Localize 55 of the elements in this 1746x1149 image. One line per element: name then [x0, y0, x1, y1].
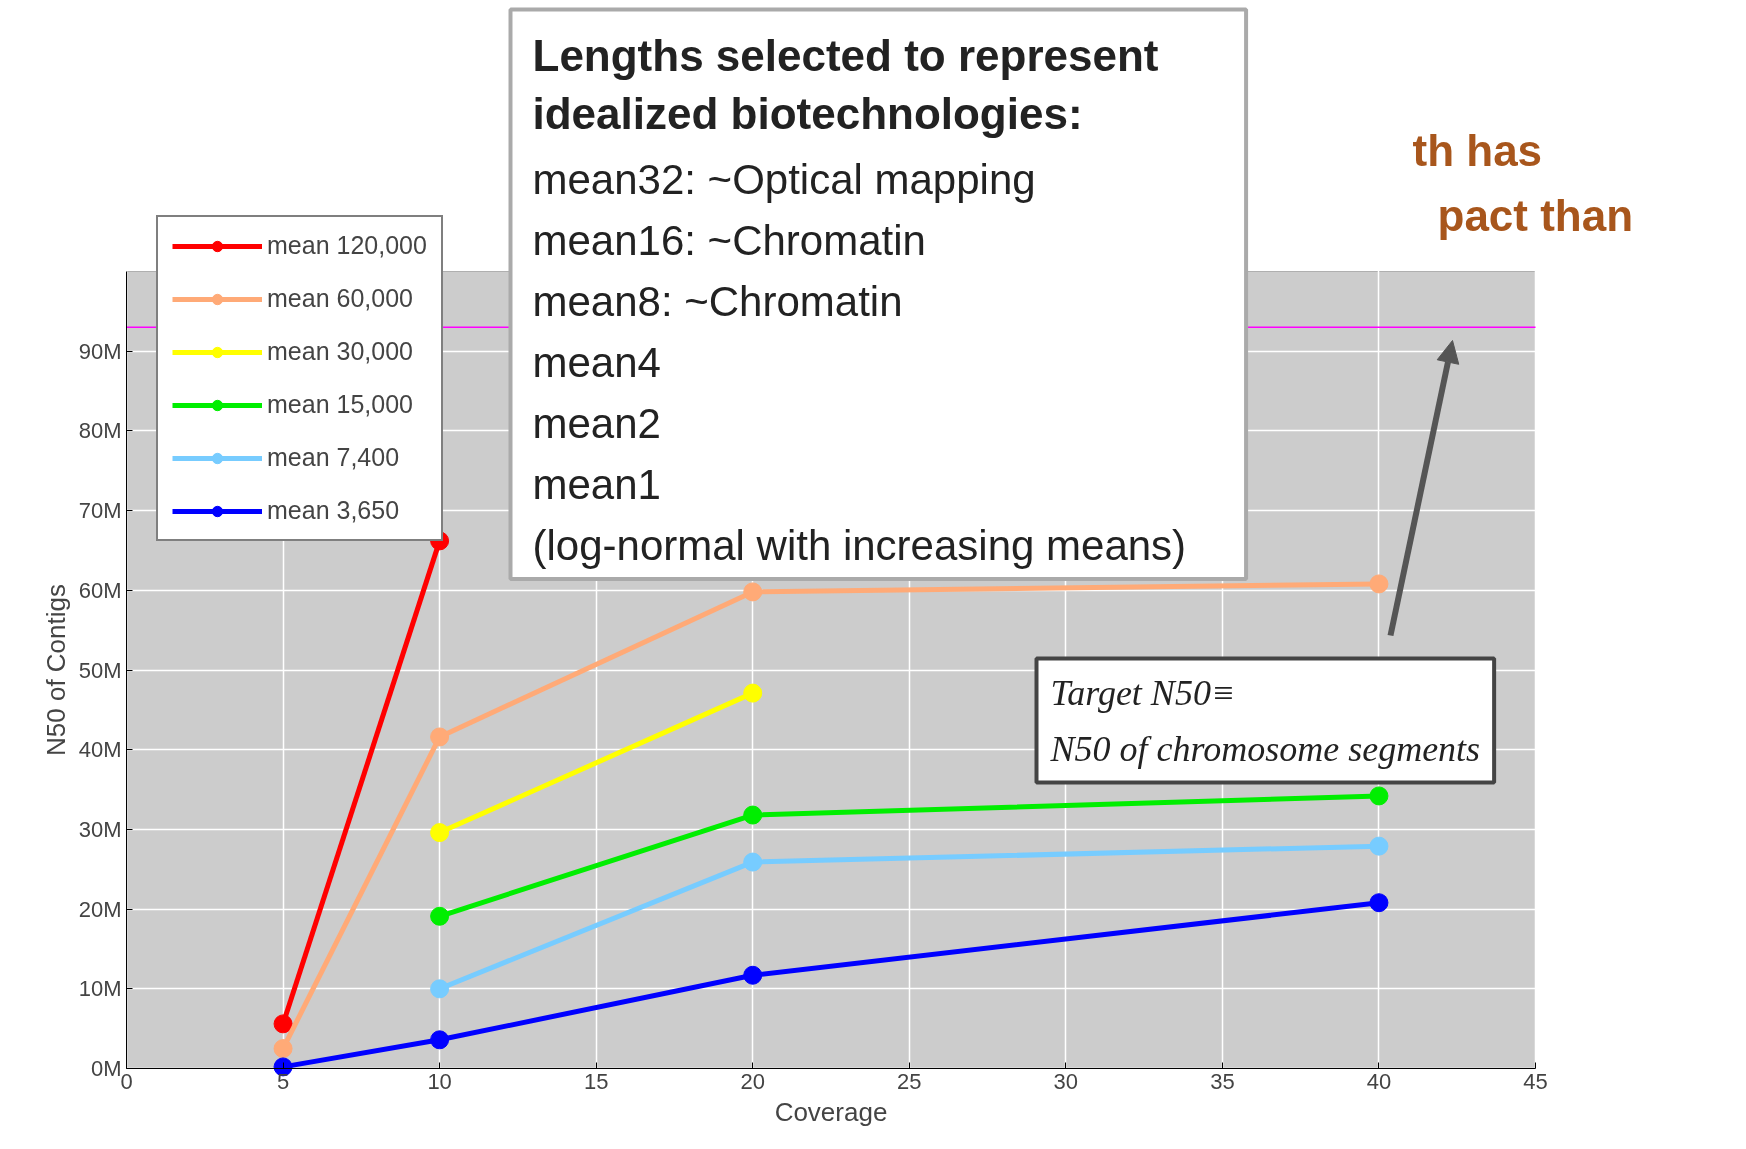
- y-tick-label: 30M: [78, 816, 122, 842]
- point: [430, 979, 450, 999]
- y-tick-label: 60M: [78, 577, 122, 603]
- annotation: mean8: ~Chromatin: [532, 277, 903, 325]
- x-tick-label: 25: [897, 1068, 922, 1094]
- point: [743, 852, 763, 872]
- x-tick-label: 40: [1366, 1068, 1392, 1094]
- annotation: mean4: [532, 338, 661, 386]
- legend-label: mean 30,000: [267, 337, 413, 366]
- point: [1369, 893, 1389, 913]
- point: [1369, 574, 1389, 594]
- x-tick-label: 35: [1210, 1068, 1235, 1094]
- point: [430, 727, 450, 747]
- text: pact than: [1437, 191, 1634, 240]
- point: [430, 823, 450, 843]
- text: mean16: ~Chromatin: [532, 216, 926, 264]
- y-tick-label: 90M: [78, 338, 122, 364]
- text: th has: [1412, 126, 1543, 175]
- y-tick-label: 10M: [78, 976, 122, 1002]
- point: [1369, 836, 1389, 856]
- point: [743, 805, 763, 825]
- annotation: mean1: [532, 461, 661, 508]
- legend-label: mean 60,000: [267, 284, 413, 313]
- legend-label: mean 15,000: [267, 390, 413, 419]
- annotation: mean2: [532, 399, 661, 447]
- x-tick-label: 5: [276, 1068, 290, 1094]
- legend-label: mean 3,650: [267, 496, 400, 525]
- x-tick-label: 0: [120, 1068, 133, 1094]
- point: [430, 1030, 450, 1050]
- y-tick-label: 70M: [78, 498, 122, 524]
- text: mean32: ~Optical mapping: [532, 155, 1036, 203]
- x-tick-label: 20: [740, 1068, 765, 1094]
- x-tick-label: 45: [1523, 1068, 1548, 1094]
- x-tick-label: 15: [583, 1068, 609, 1094]
- point: [273, 1039, 293, 1059]
- point: [430, 906, 450, 926]
- annotation: (log-normal with increasing means): [532, 522, 1187, 570]
- text: Lengths selected to represent idealized biotechnologies:: [532, 30, 1159, 139]
- x-tick-label: 10: [427, 1068, 452, 1094]
- y-tick-label: 80M: [78, 418, 122, 444]
- point: [743, 965, 763, 985]
- legend-label: mean 7,400: [267, 443, 400, 472]
- point: [743, 582, 763, 602]
- legend-label: mean 120,000: [267, 231, 427, 260]
- y-tick-label: 20M: [78, 896, 122, 922]
- x-tick-label: 30: [1053, 1068, 1079, 1094]
- y-tick-label: 40M: [78, 737, 122, 763]
- annotation: Target N50≡ N50 of chromosome segments: [1049, 672, 1481, 769]
- y-tick-label: 50M: [78, 657, 122, 683]
- y-tick-label: 0M: [90, 1056, 122, 1081]
- point: [1369, 786, 1389, 806]
- x-axis-title: Coverage: [774, 1096, 888, 1127]
- point: [273, 1014, 293, 1034]
- y-axis-title: N50 of Contigs: [40, 584, 71, 756]
- point: [743, 683, 763, 703]
